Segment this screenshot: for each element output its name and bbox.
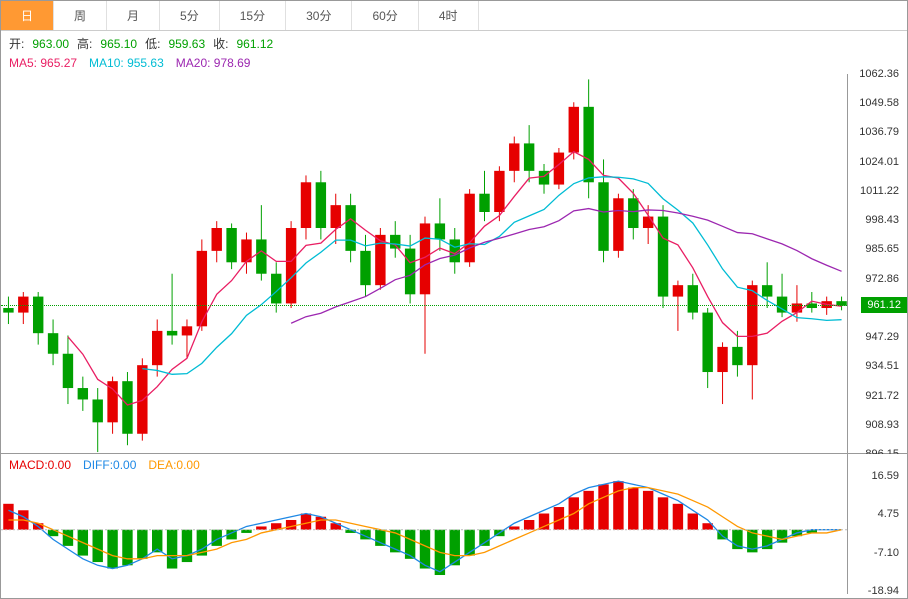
tab-4[interactable]: 15分 xyxy=(220,1,286,30)
tab-6[interactable]: 60分 xyxy=(352,1,418,30)
macd-legend: MACD:0.00DIFF:0.00DEA:0.00 xyxy=(1,454,907,476)
ohlc-display: 开:963.00高:965.10低:959.63收:961.12 xyxy=(1,31,907,56)
macd-chart[interactable]: MACD:0.00DIFF:0.00DEA:0.00 16.594.75-7.1… xyxy=(1,454,907,594)
price-axis: 1062.361049.581036.791024.011011.22998.4… xyxy=(847,74,907,453)
tab-7[interactable]: 4时 xyxy=(419,1,479,30)
tab-0[interactable]: 日 xyxy=(1,1,54,30)
tab-2[interactable]: 月 xyxy=(107,1,160,30)
tab-1[interactable]: 周 xyxy=(54,1,107,30)
macd-axis: 16.594.75-7.10-18.94 xyxy=(847,454,907,594)
candlestick-chart[interactable]: 1062.361049.581036.791024.011011.22998.4… xyxy=(1,74,907,454)
tab-3[interactable]: 5分 xyxy=(160,1,220,30)
timeframe-tabs: 日周月5分15分30分60分4时 xyxy=(1,1,907,31)
ma-display: MA5: 965.27MA10: 955.63MA20: 978.69 xyxy=(1,56,907,74)
tab-5[interactable]: 30分 xyxy=(286,1,352,30)
